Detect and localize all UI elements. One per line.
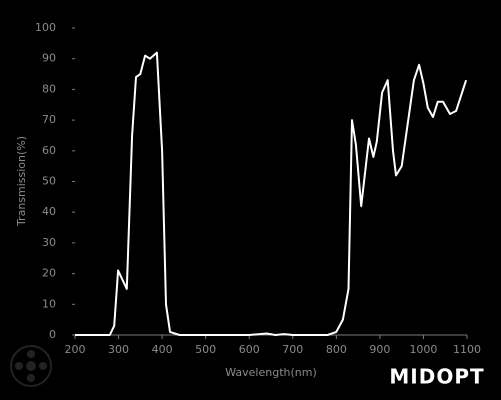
x-tick-label: 900 [369,343,390,356]
y-tick-label: 0 [49,328,56,341]
y-tick-label: 50 [42,175,56,188]
corner-icon [10,345,52,387]
x-tick-label: 400 [152,343,173,356]
y-tick-label: 70 [42,113,56,126]
x-tick-label: 200 [65,343,86,356]
y-tick-label: 10 [42,297,56,310]
y-tick-label: 90 [42,52,56,65]
y-tick-label: 30 [42,236,56,249]
brand-logo: MIDOPT [389,365,484,389]
x-tick-label: 700 [282,343,303,356]
x-tick-label: 800 [326,343,347,356]
y-axis-label: Transmission(%) [15,136,28,227]
y-tick-label: 100 [35,21,56,34]
x-tick-label: 1100 [453,343,481,356]
y-tick-label: 60 [42,144,56,157]
data-line [75,51,468,336]
x-tick-label: 300 [108,343,129,356]
y-tick-label: 20 [42,267,56,280]
y-tick-label: 40 [42,205,56,218]
x-tick-label: 1000 [409,343,437,356]
y-tick-label: 80 [42,82,56,95]
x-tick-label: 600 [239,343,260,356]
x-axis-label: Wavelength(nm) [225,366,317,379]
x-tick-label: 500 [195,343,216,356]
